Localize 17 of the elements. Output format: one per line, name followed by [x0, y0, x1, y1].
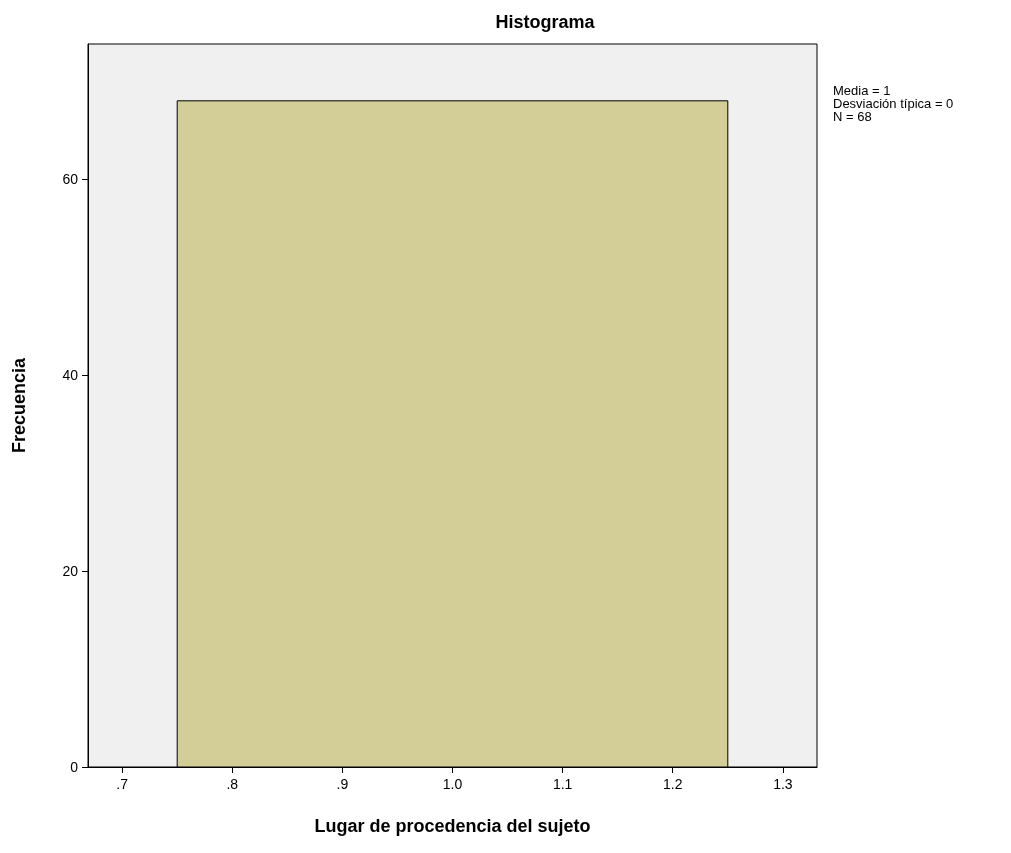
text: Media = 1: [833, 83, 891, 98]
y-tick-label: 60: [62, 171, 79, 188]
x-tick-label: .9: [336, 776, 349, 792]
x-tick-label: .8: [226, 776, 239, 792]
text: Desviación típica = 0: [833, 96, 954, 111]
x-tick-label: 1.2: [663, 776, 683, 792]
x-tick-label: 1.0: [442, 776, 463, 792]
x-tick-label: 1.1: [552, 776, 573, 792]
x-tick-label: .7: [116, 776, 129, 792]
text: N = 68: [833, 109, 872, 124]
y-tick-label: 40: [62, 367, 79, 384]
x-tick-label: 1.3: [773, 776, 793, 792]
chart-title: Histograma: [495, 12, 596, 32]
y-tick-label: 0: [70, 759, 79, 775]
y-tick-label: 20: [62, 563, 79, 580]
x-axis-title: Lugar de procedencia del sujeto: [314, 816, 591, 836]
y-axis-title: Frecuencia: [9, 356, 29, 454]
